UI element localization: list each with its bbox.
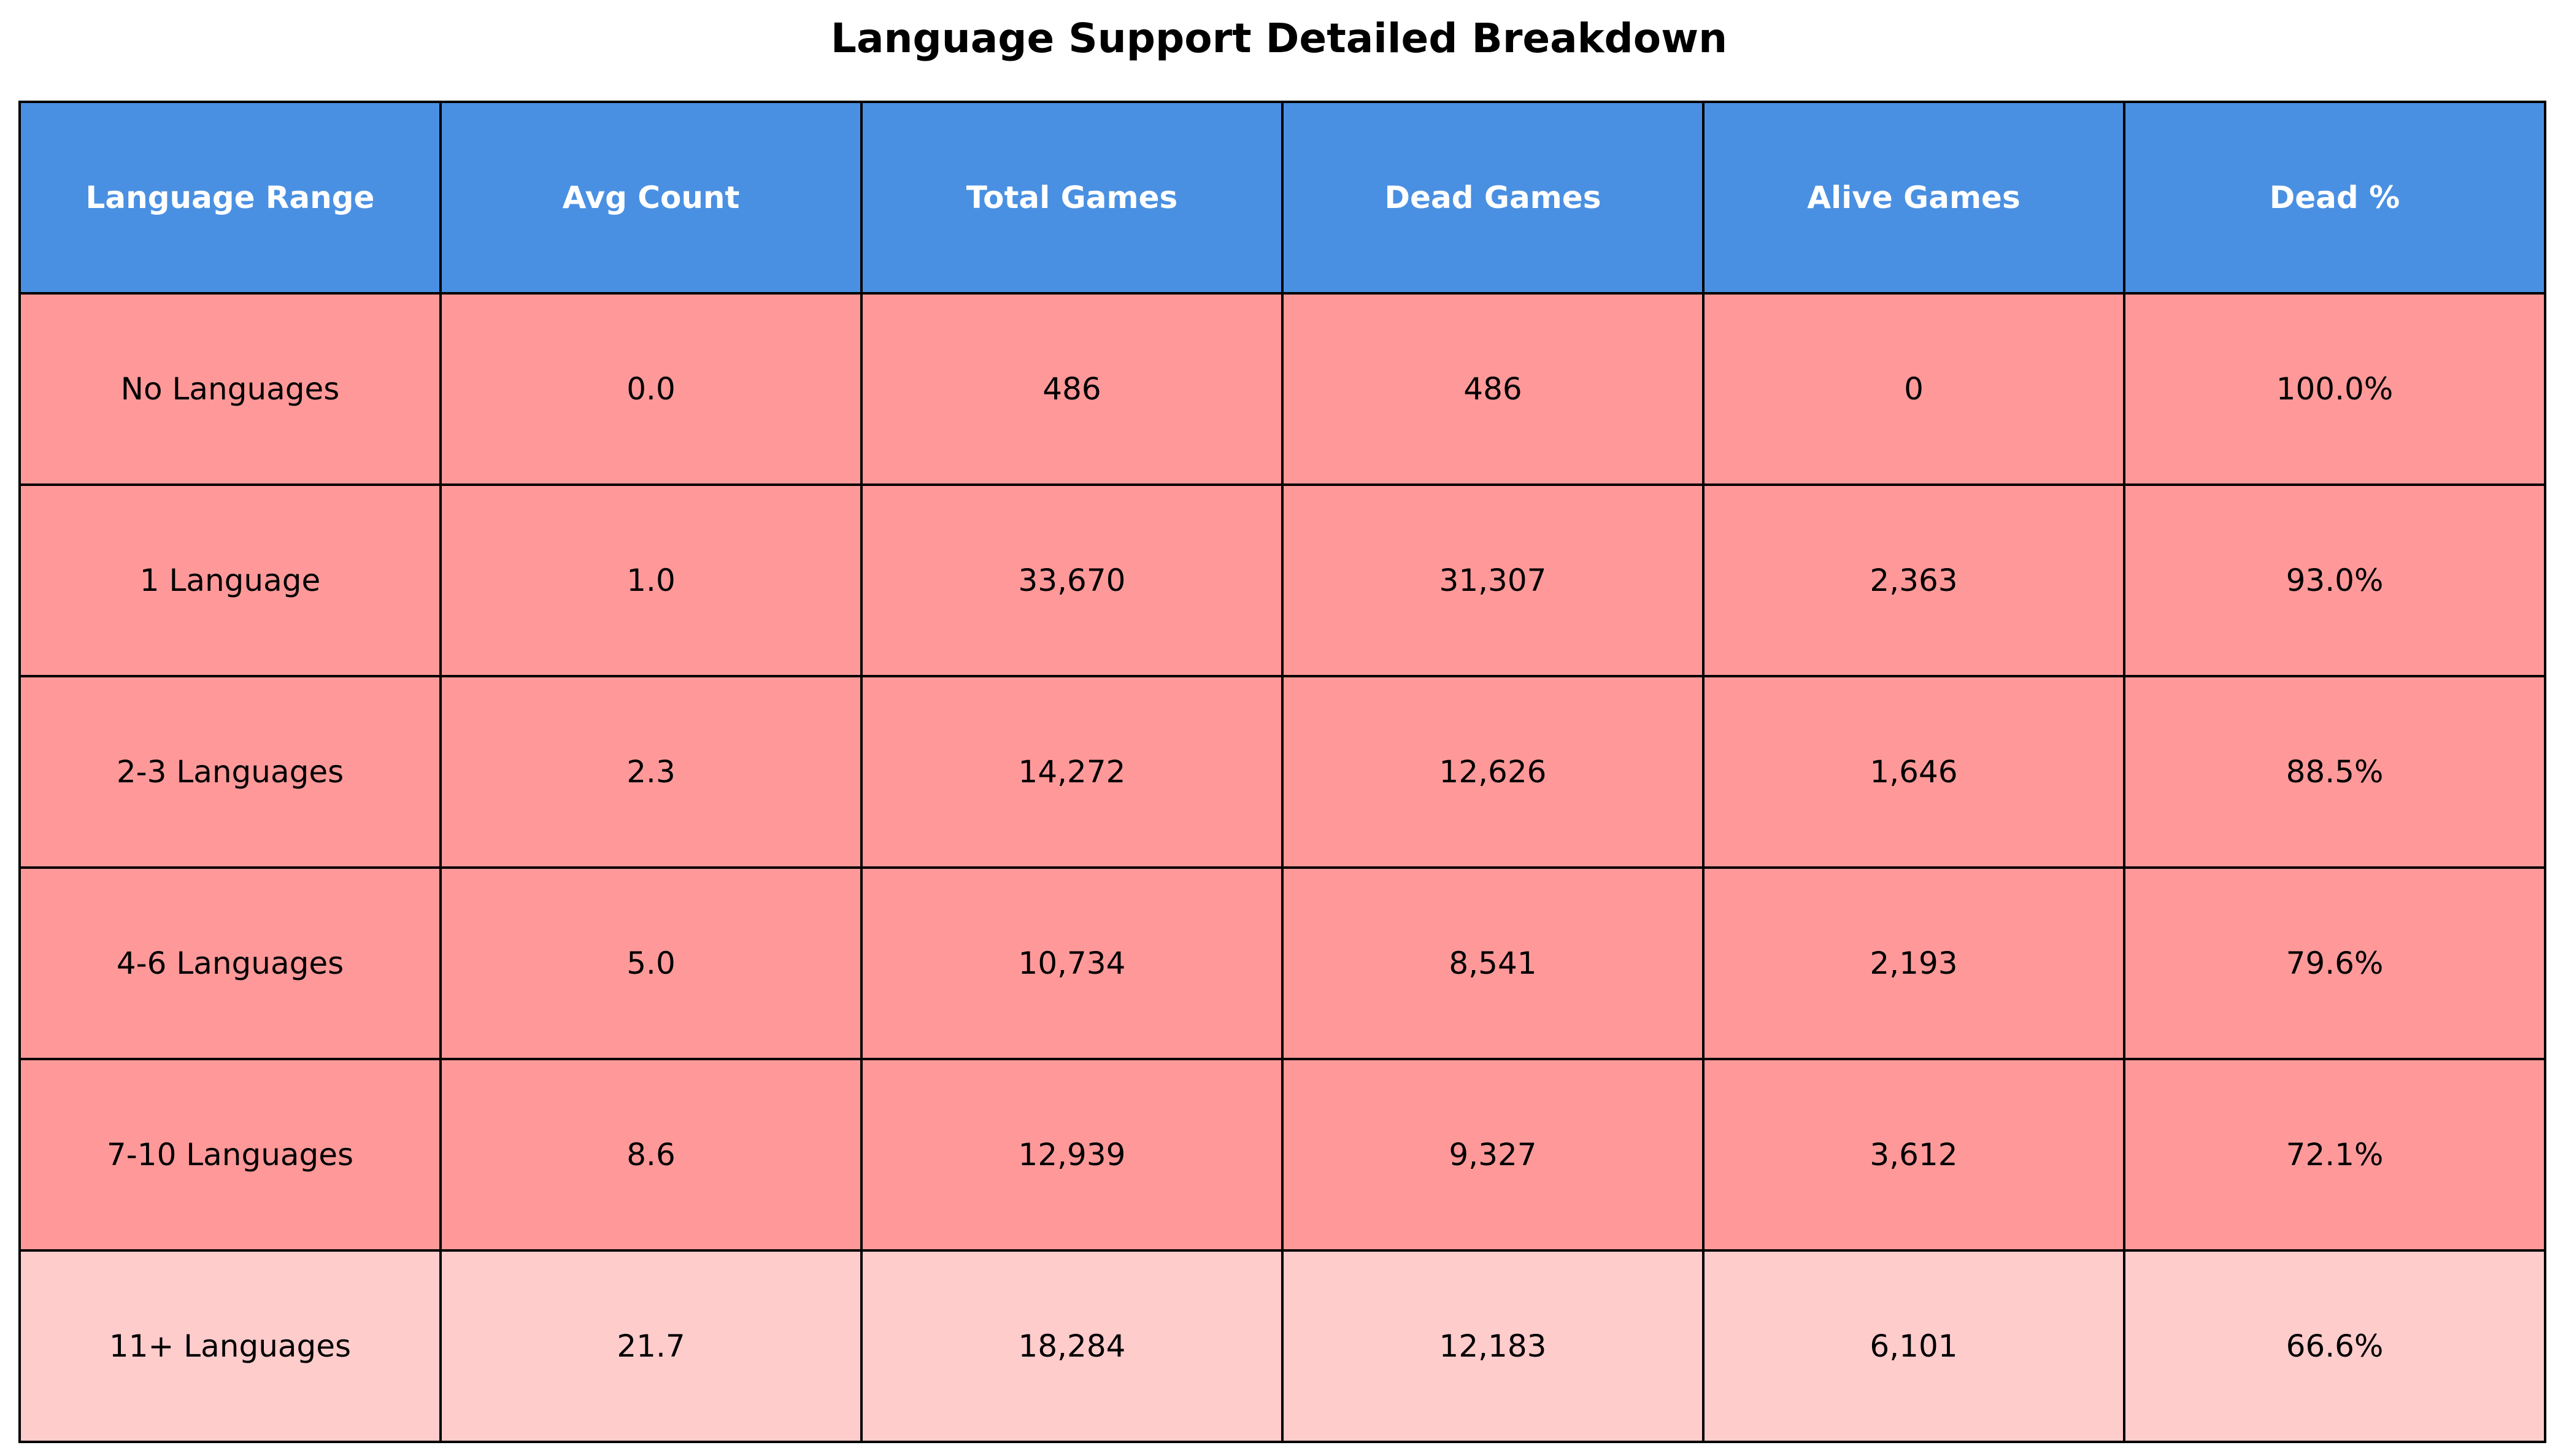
cell-dead-percent: 93.0% <box>2123 483 2546 677</box>
chart-title: Language Support Detailed Breakdown <box>830 15 1728 62</box>
cell-dead-games: 9,327 <box>1281 1058 1705 1252</box>
header-alive-games: Alive Games <box>1702 101 2125 295</box>
cell-total-games: 14,272 <box>860 675 1284 869</box>
cell-language-range: 7-10 Languages <box>18 1058 442 1252</box>
cell-language-range: 11+ Languages <box>18 1249 442 1443</box>
table-row: 4-6 Languages 5.0 10,734 8,541 2,193 79.… <box>18 866 2546 1060</box>
language-breakdown-table: Language Range Avg Count Total Games Dea… <box>18 101 2546 1443</box>
header-avg-count: Avg Count <box>439 101 863 295</box>
cell-alive-games: 3,612 <box>1702 1058 2125 1252</box>
cell-dead-games: 12,626 <box>1281 675 1705 869</box>
cell-avg-count: 5.0 <box>439 866 863 1060</box>
cell-alive-games: 1,646 <box>1702 675 2125 869</box>
header-language-range: Language Range <box>18 101 442 295</box>
cell-total-games: 33,670 <box>860 483 1284 677</box>
cell-dead-games: 31,307 <box>1281 483 1705 677</box>
cell-dead-percent: 100.0% <box>2123 292 2546 486</box>
cell-dead-percent: 79.6% <box>2123 866 2546 1060</box>
cell-avg-count: 2.3 <box>439 675 863 869</box>
cell-language-range: No Languages <box>18 292 442 486</box>
header-total-games: Total Games <box>860 101 1284 295</box>
table-row: 1 Language 1.0 33,670 31,307 2,363 93.0% <box>18 483 2546 677</box>
table-row: No Languages 0.0 486 486 0 100.0% <box>18 292 2546 486</box>
cell-total-games: 18,284 <box>860 1249 1284 1443</box>
cell-avg-count: 1.0 <box>439 483 863 677</box>
cell-dead-games: 486 <box>1281 292 1705 486</box>
cell-dead-percent: 88.5% <box>2123 675 2546 869</box>
cell-alive-games: 2,363 <box>1702 483 2125 677</box>
cell-language-range: 2-3 Languages <box>18 675 442 869</box>
table-row: 11+ Languages 21.7 18,284 12,183 6,101 6… <box>18 1249 2546 1443</box>
cell-avg-count: 8.6 <box>439 1058 863 1252</box>
cell-total-games: 10,734 <box>860 866 1284 1060</box>
cell-dead-games: 12,183 <box>1281 1249 1705 1443</box>
cell-dead-percent: 72.1% <box>2123 1058 2546 1252</box>
cell-dead-games: 8,541 <box>1281 866 1705 1060</box>
table-row: 2-3 Languages 2.3 14,272 12,626 1,646 88… <box>18 675 2546 869</box>
header-row: Language Range Avg Count Total Games Dea… <box>18 101 2546 295</box>
cell-alive-games: 2,193 <box>1702 866 2125 1060</box>
table-row: 7-10 Languages 8.6 12,939 9,327 3,612 72… <box>18 1058 2546 1252</box>
cell-language-range: 1 Language <box>18 483 442 677</box>
header-dead-games: Dead Games <box>1281 101 1705 295</box>
cell-alive-games: 6,101 <box>1702 1249 2125 1443</box>
cell-total-games: 12,939 <box>860 1058 1284 1252</box>
cell-total-games: 486 <box>860 292 1284 486</box>
header-dead-percent: Dead % <box>2123 101 2546 295</box>
cell-dead-percent: 66.6% <box>2123 1249 2546 1443</box>
cell-language-range: 4-6 Languages <box>18 866 442 1060</box>
cell-avg-count: 21.7 <box>439 1249 863 1443</box>
cell-alive-games: 0 <box>1702 292 2125 486</box>
cell-avg-count: 0.0 <box>439 292 863 486</box>
